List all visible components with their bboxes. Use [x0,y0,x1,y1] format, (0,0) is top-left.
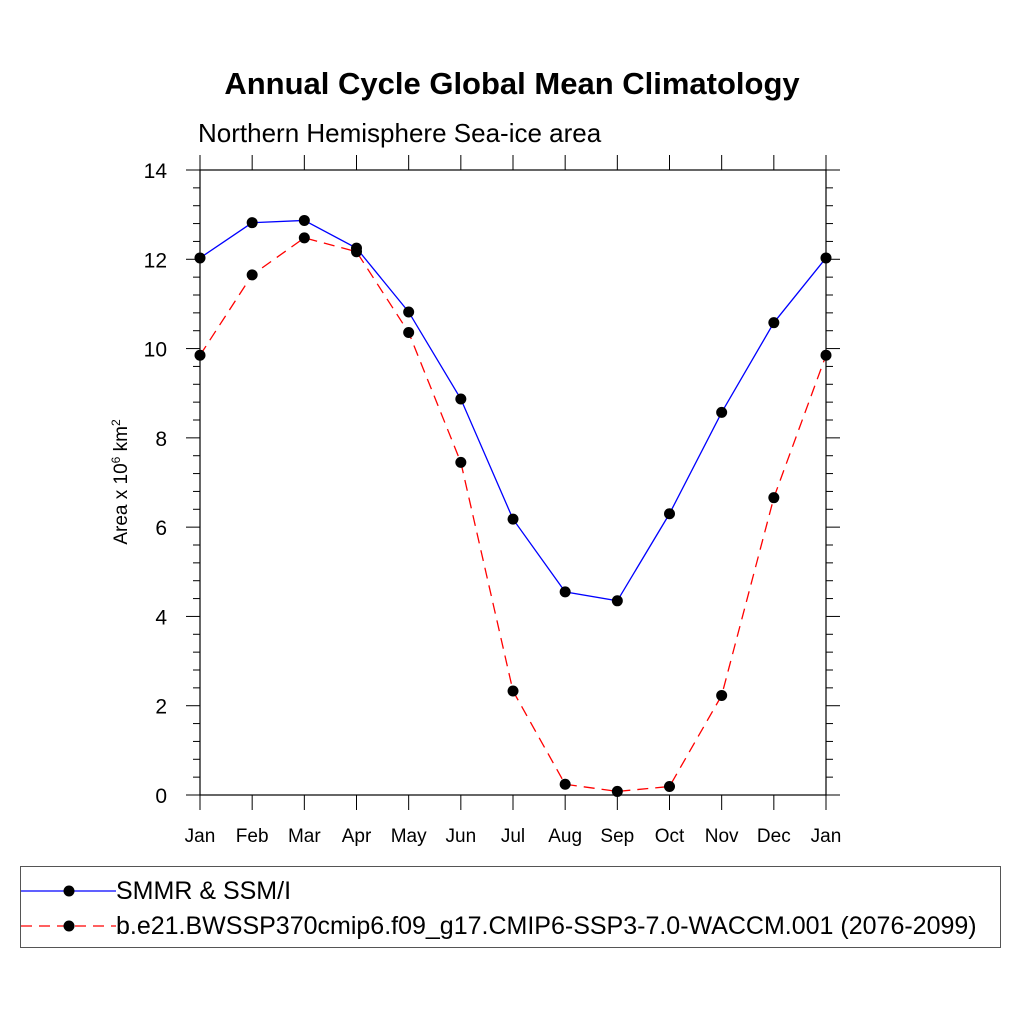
y-tick-label: 10 [144,339,167,362]
data-point [768,317,780,329]
data-point [403,327,415,338]
x-tick-label: Aug [548,826,582,847]
x-tick-label: Jan [185,826,216,847]
data-point [455,456,467,468]
y-tick-label: 0 [155,785,167,808]
data-point [559,586,571,598]
data-point [246,269,258,281]
data-point [664,781,675,793]
data-point [298,232,310,244]
x-tick-label: Nov [705,826,739,847]
legend-swatch-observed [21,885,116,897]
legend: SMMR & SSM/I b.e21.BWSSP370cmip6.f09_g17… [20,866,1001,948]
y-tick-label: 12 [144,249,167,272]
x-tick-label: Jul [501,826,525,847]
data-point [246,217,258,229]
data-point [664,508,675,520]
data-point [455,393,467,405]
chart-subtitle: Northern Hemisphere Sea-ice area [198,118,602,148]
y-tick-label: 14 [144,160,168,183]
x-tick-label: Dec [757,826,791,847]
x-tick-label: Oct [655,826,685,847]
series-line-0 [199,219,827,602]
data-point [611,785,623,797]
plot-frame [199,169,827,796]
x-tick-label: Sep [600,826,634,847]
x-tick-label: Apr [342,826,372,847]
legend-label-observed: SMMR & SSM/I [116,877,292,905]
legend-swatch-model [21,920,116,932]
x-tick-label: Feb [236,826,269,847]
data-point [298,214,310,226]
x-tick-label: May [391,826,427,847]
legend-label-model: b.e21.BWSSP370cmip6.f09_g17.CMIP6-SSP3-7… [116,912,977,940]
data-point [611,595,623,607]
data-point [559,778,571,790]
x-tick-label: Jun [446,826,477,847]
y-tick-label: 4 [155,606,167,629]
data-point [507,685,519,697]
y-tick-label: 6 [155,517,167,540]
data-point [507,513,519,525]
legend-item: SMMR & SSM/I [21,874,1001,906]
data-point [194,252,206,264]
legend-item: b.e21.BWSSP370cmip6.f09_g17.CMIP6-SSP3-7… [21,909,1001,941]
data-point [351,246,362,258]
data-point [403,306,415,318]
plot-area: 0 2 4 6 8 10 12 14 Jan Feb Mar Apr May Jun Jul Aug Sep Oc… [144,155,842,847]
x-tick-label: Jan [811,826,842,847]
y-tick-label: 2 [155,696,167,719]
data-point [820,349,832,361]
data-point [716,406,728,418]
data-point [820,252,832,264]
data-point [194,349,206,361]
chart-title: Annual Cycle Global Mean Climatology [224,66,800,101]
y-tick-label: 8 [155,428,167,451]
data-point [768,492,780,504]
data-point [716,689,728,701]
x-tick-label: Mar [288,826,321,847]
